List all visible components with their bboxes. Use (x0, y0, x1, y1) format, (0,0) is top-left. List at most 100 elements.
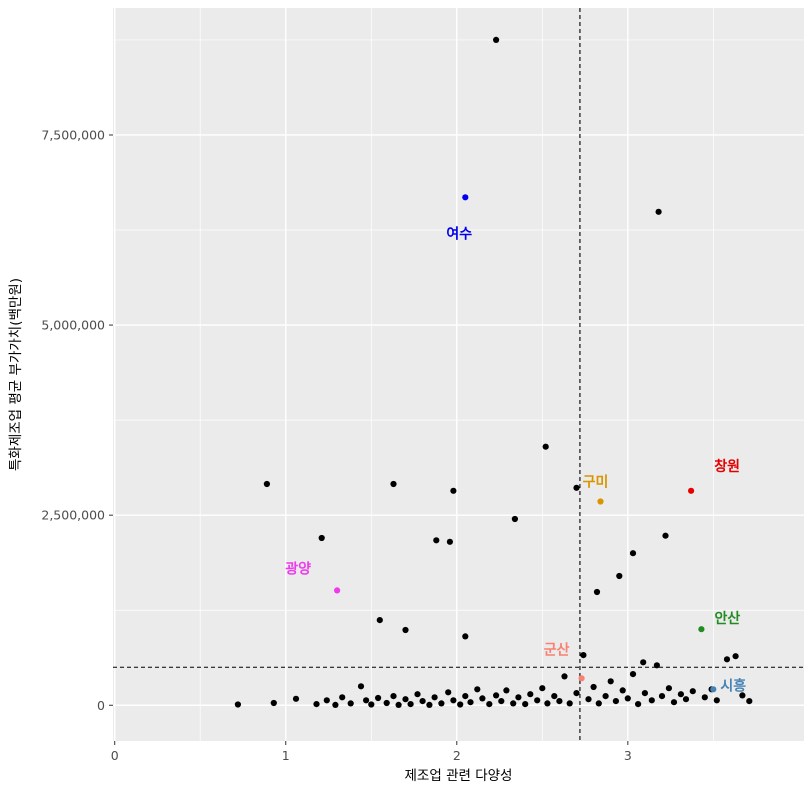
data-point (648, 697, 655, 704)
data-point (595, 700, 602, 707)
data-point (407, 701, 414, 708)
data-point (263, 480, 270, 488)
point-label: 시흥 (720, 677, 746, 694)
data-point (635, 701, 642, 708)
data-point (493, 36, 500, 44)
data-point (542, 443, 549, 450)
x-tick-label: 2 (453, 748, 461, 763)
data-point (402, 696, 409, 703)
data-point (395, 701, 402, 709)
data-point (467, 699, 474, 706)
data-point (438, 700, 445, 707)
data-point (402, 626, 409, 634)
highlighted-point (710, 686, 717, 693)
data-point (450, 697, 457, 704)
data-point (539, 685, 546, 692)
data-point (629, 550, 637, 557)
data-point (653, 662, 661, 669)
y-tick-label: 7,500,000 (41, 127, 105, 142)
data-point (292, 695, 300, 702)
data-point (689, 688, 696, 695)
data-point (347, 700, 354, 707)
data-point (746, 698, 753, 705)
highlighted-point (698, 626, 705, 633)
data-point (527, 691, 534, 698)
data-point (602, 693, 609, 700)
data-point (670, 699, 678, 706)
data-point (323, 697, 330, 704)
data-point (270, 699, 277, 707)
data-point (641, 690, 649, 697)
data-point (739, 692, 746, 699)
data-point (445, 689, 452, 696)
highlighted-point (462, 194, 469, 201)
data-point (655, 208, 662, 215)
data-point (544, 700, 551, 707)
data-point (612, 698, 620, 705)
y-tick-label: 2,500,000 (41, 508, 105, 523)
data-point (479, 695, 486, 702)
data-point (376, 617, 383, 624)
data-point (339, 694, 346, 701)
x-tick-label: 1 (282, 748, 290, 763)
point-label: 창원 (714, 458, 740, 475)
data-point (318, 534, 325, 542)
y-axis-title: 특화제조업 평균 부가가치(백만원) (8, 278, 24, 471)
data-point (665, 685, 673, 692)
data-point (607, 678, 614, 685)
data-point (561, 673, 568, 680)
data-point (426, 701, 433, 709)
data-point (450, 487, 457, 494)
data-point (662, 532, 669, 539)
plot-panel (113, 8, 804, 741)
data-point (682, 696, 690, 703)
highlighted-point (688, 487, 695, 494)
data-point (510, 700, 517, 707)
point-label: 구미 (583, 475, 609, 491)
data-point (624, 695, 631, 702)
highlighted-point (597, 498, 604, 505)
data-point (363, 697, 370, 704)
data-point (573, 484, 580, 491)
data-point (585, 696, 592, 703)
data-point (701, 694, 708, 701)
data-point (446, 538, 453, 545)
data-point (390, 693, 397, 700)
highlighted-point (334, 587, 341, 594)
data-point (511, 515, 518, 523)
y-tick-label: 5,000,000 (41, 318, 105, 333)
data-point (713, 697, 720, 704)
data-point (658, 693, 666, 700)
data-point (590, 683, 597, 691)
data-point (503, 687, 510, 694)
data-point (383, 699, 390, 707)
point-label: 안산 (715, 610, 741, 627)
data-point (619, 687, 626, 694)
data-point (457, 701, 464, 708)
data-point (431, 694, 438, 701)
y-tick-label: 0 (97, 698, 105, 713)
data-point (556, 698, 563, 705)
data-point (375, 694, 382, 702)
data-point (486, 701, 493, 708)
data-point (580, 652, 587, 659)
x-tick-label: 3 (624, 748, 632, 763)
data-point (593, 588, 601, 596)
point-label: 광양 (285, 560, 311, 577)
highlighted-point (578, 675, 585, 682)
data-point (313, 701, 320, 708)
data-point (419, 698, 426, 705)
x-axis-title: 제조업 관련 다양성 (405, 768, 513, 784)
data-point (616, 572, 623, 580)
data-point (462, 693, 469, 700)
data-point (433, 537, 440, 544)
data-point (357, 683, 365, 690)
data-point (515, 694, 522, 701)
data-point (732, 653, 739, 660)
data-point (723, 656, 731, 663)
data-point (498, 698, 505, 705)
data-point (573, 690, 580, 697)
data-point (332, 701, 339, 709)
